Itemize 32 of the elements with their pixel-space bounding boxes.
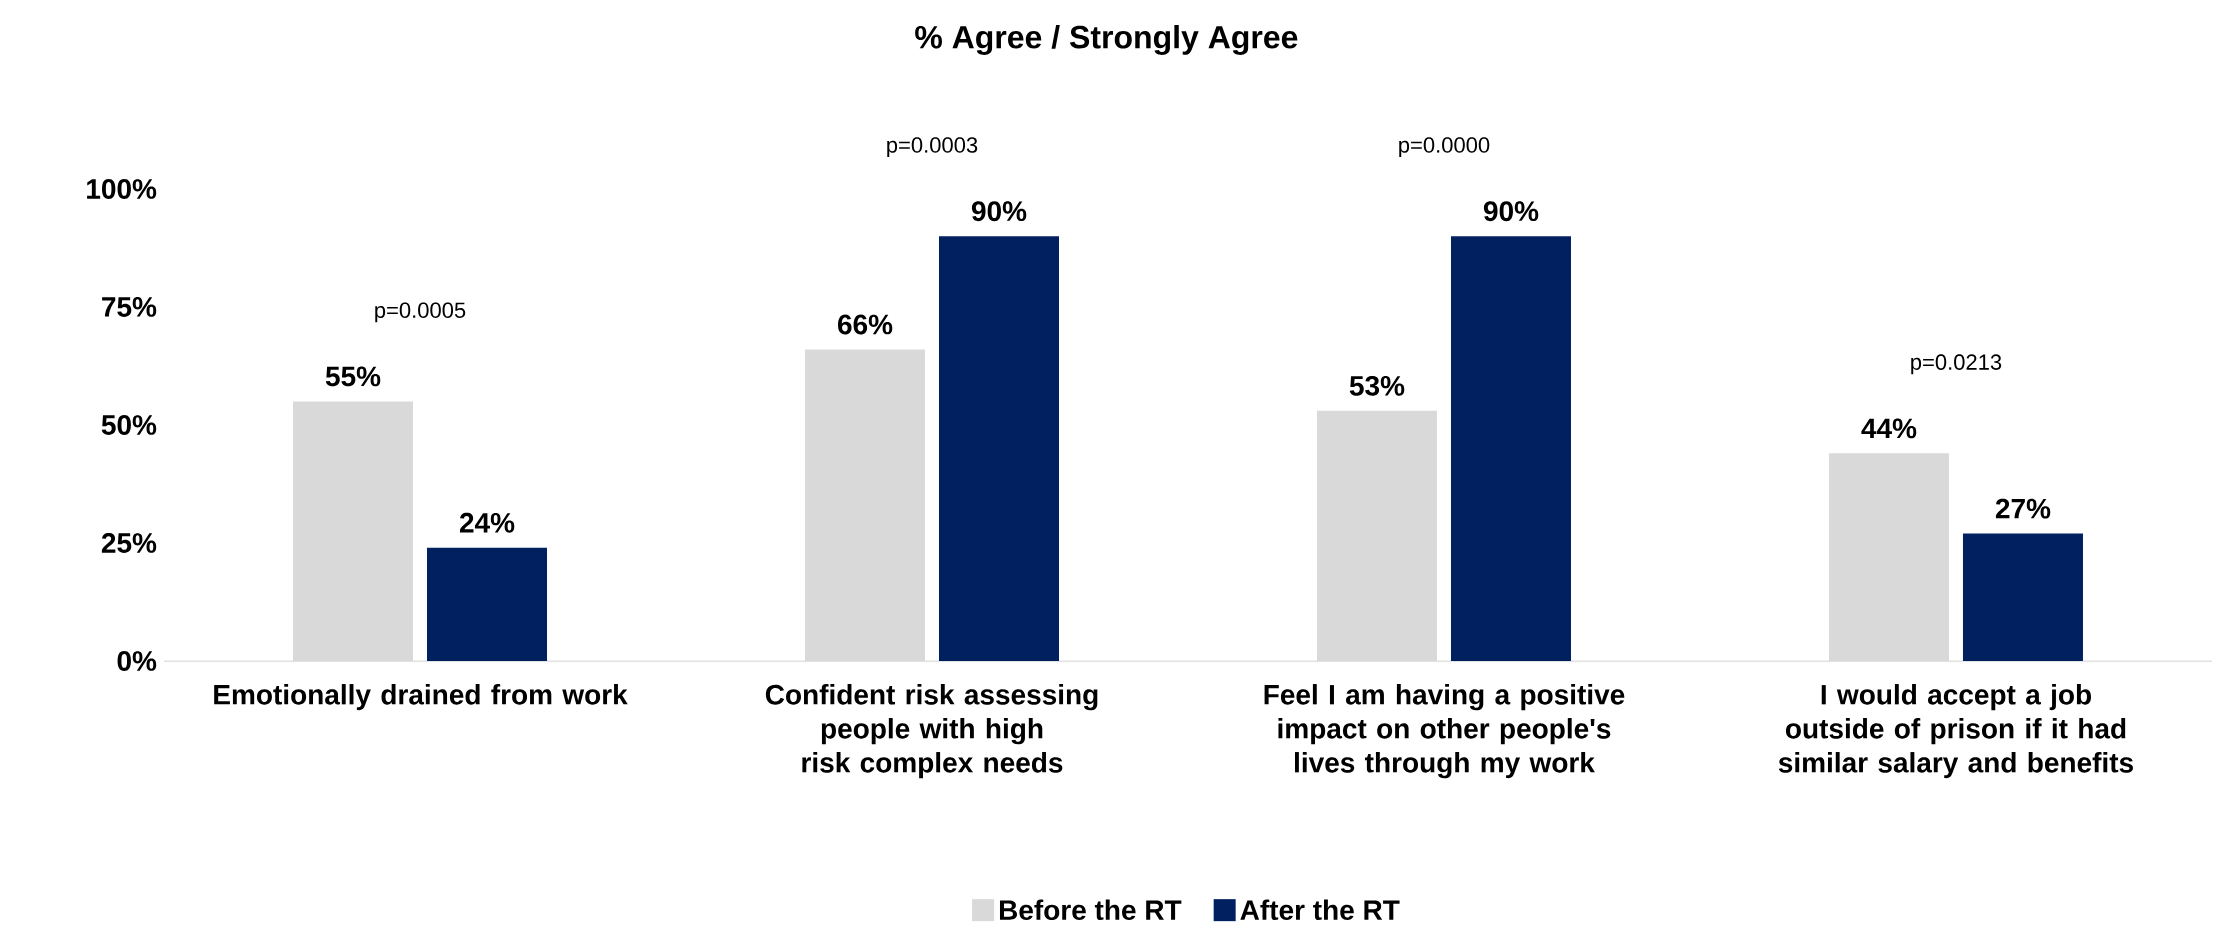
data-label: 24% [459, 512, 515, 533]
bar [1828, 453, 1949, 661]
chart-title: % Agree / Strongly Agree [915, 25, 1298, 55]
x-tick-label: Emotionally drained from work [214, 684, 628, 711]
y-tick-label: 50% [101, 415, 157, 435]
x-tick-label: Feel I am having a positive impact on other people's lives through my work [1264, 684, 1625, 779]
y-tick-label: 100% [87, 179, 157, 199]
annotation: p=0.0005 [375, 302, 466, 323]
bar [293, 401, 414, 661]
bar [805, 349, 925, 661]
legend-label: After the RT [1240, 899, 1400, 921]
bar [1450, 236, 1571, 661]
data-label: 55% [325, 366, 381, 387]
bar [1316, 410, 1437, 661]
y-tick-label: 25% [101, 533, 157, 553]
y-tick-label: 75% [102, 297, 157, 317]
annotation: p=0.0213 [1911, 354, 2002, 375]
data-label: 44% [1861, 418, 1917, 439]
legend-label: Before the RT [999, 899, 1182, 921]
y-tick-label: 0% [117, 651, 157, 671]
x-tick-label: I would accept a job outside of prison if it had similar salary and benefits [1778, 684, 2133, 779]
bar [1962, 533, 2083, 661]
data-label: 90% [1483, 201, 1539, 222]
data-label: 53% [1349, 375, 1405, 396]
data-label: 66% [838, 314, 893, 335]
bar [427, 547, 548, 661]
text: p=0.0000 [1399, 137, 1490, 158]
data-label: 27% [1995, 498, 2051, 519]
text: p=0.0003 [887, 137, 978, 158]
bar [939, 236, 1059, 661]
data-label: 90% [971, 201, 1027, 222]
x-tick-label: Confident risk assessing people with high risk complex needs [765, 684, 1098, 779]
